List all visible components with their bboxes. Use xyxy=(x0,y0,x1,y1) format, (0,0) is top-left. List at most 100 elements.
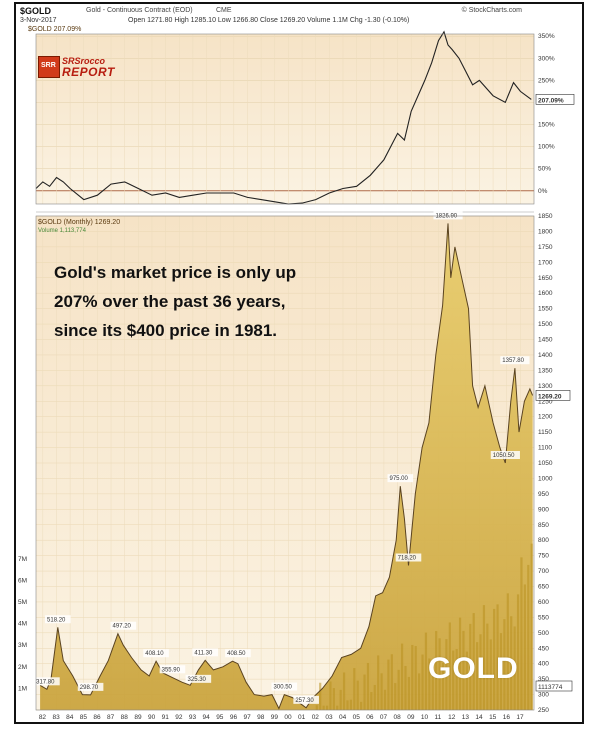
volume-bar xyxy=(489,639,492,710)
volume-bar xyxy=(349,699,353,710)
volume-bar xyxy=(530,543,533,710)
main-legend-volume: Volume 1,113,774 xyxy=(38,228,87,234)
x-tick-label: 91 xyxy=(162,714,170,721)
main-last-value-label: 1269.20 xyxy=(538,393,562,400)
volume-bar xyxy=(377,655,380,710)
volume-bar xyxy=(356,680,359,710)
volume-bar xyxy=(523,584,526,710)
price-annotation-box xyxy=(500,356,530,365)
volume-bar xyxy=(342,672,346,710)
volume-bar xyxy=(346,700,349,710)
price-annotation-label: 325.30 xyxy=(188,677,207,683)
volume-bar xyxy=(394,683,397,710)
volume-bar xyxy=(322,705,325,710)
x-tick-label: 90 xyxy=(148,714,156,721)
x-tick-label: 94 xyxy=(203,714,211,721)
price-annotation-label: 300.50 xyxy=(274,685,293,691)
volume-bar xyxy=(462,630,465,710)
x-tick-label: 99 xyxy=(271,714,279,721)
main-y-tick-label: 500 xyxy=(538,630,549,637)
volume-bar xyxy=(332,688,335,710)
x-tick-label: 02 xyxy=(312,714,320,721)
chart-subtitle: Gold - Continuous Contract (EOD) xyxy=(86,7,193,14)
price-annotation-box xyxy=(34,677,60,686)
chart-date: 3-Nov-2017 xyxy=(20,17,57,24)
volume-bar xyxy=(319,682,322,710)
volume-bar xyxy=(479,634,482,710)
price-annotation-box xyxy=(159,665,186,674)
price-annotation-label: 1357.80 xyxy=(502,358,524,364)
chart-title: $GOLD xyxy=(20,6,52,16)
volume-bar xyxy=(516,594,520,710)
volume-bar xyxy=(400,643,404,710)
main-y-tick-label: 1250 xyxy=(538,398,553,405)
x-tick-label: 09 xyxy=(407,714,415,721)
main-y-tick-label: 450 xyxy=(538,645,549,652)
volume-bar xyxy=(503,619,506,710)
x-tick-label: 92 xyxy=(175,714,183,721)
volume-bar xyxy=(360,701,363,710)
volume-bar xyxy=(527,564,530,710)
main-y-tick-label: 650 xyxy=(538,584,549,591)
main-y-tick-label: 1400 xyxy=(538,352,553,359)
price-area-fill xyxy=(40,223,533,710)
top-y-tick-label: 350% xyxy=(538,33,555,40)
top-last-value-tag xyxy=(535,94,575,105)
main-y-tick-label: 400 xyxy=(538,661,549,668)
volume-bar xyxy=(380,673,383,710)
main-legend-price: $GOLD (Monthly) 1269.20 xyxy=(38,219,120,226)
price-annotation-box xyxy=(293,695,319,704)
x-tick-label: 12 xyxy=(448,714,456,721)
volume-bar xyxy=(414,646,417,710)
volume-bar xyxy=(336,705,339,710)
top-last-value-label: 207.09% xyxy=(538,97,564,104)
chart-provider: © StockCharts.com xyxy=(461,7,522,14)
volume-bar xyxy=(520,557,523,710)
volume-y-tick-label: 3M xyxy=(18,642,27,649)
x-tick-label: 08 xyxy=(394,714,402,721)
price-annotation-box xyxy=(225,649,251,658)
x-tick-label: 98 xyxy=(257,714,265,721)
price-annotation-box xyxy=(143,649,169,658)
volume-bar xyxy=(407,676,410,710)
x-tick-label: 00 xyxy=(284,714,292,721)
volume-bar xyxy=(469,623,472,710)
main-y-tick-label: 550 xyxy=(538,614,549,621)
volume-bar xyxy=(486,623,489,710)
price-annotation-label: 317.80 xyxy=(36,679,55,685)
volume-bar xyxy=(383,689,387,710)
volume-bar xyxy=(363,674,366,710)
price-annotation-label: 497.20 xyxy=(113,624,132,630)
volume-bar xyxy=(476,642,479,710)
volume-last-value-label: 1113774 xyxy=(538,684,563,691)
x-tick-label: 11 xyxy=(434,714,441,721)
volume-bar xyxy=(404,665,407,710)
volume-bar xyxy=(339,689,342,710)
volume-bar xyxy=(325,705,329,710)
top-y-tick-label: 150% xyxy=(538,122,555,129)
x-tick-label: 17 xyxy=(516,714,524,721)
price-annotation-label: 408.10 xyxy=(145,651,164,657)
top-panel-border xyxy=(35,33,535,205)
logo-badge-icon: SRR xyxy=(38,56,60,78)
chart-annotation: Gold's market price is only up 207% over… xyxy=(54,258,354,345)
main-y-tick-label: 1050 xyxy=(538,460,553,467)
x-tick-label: 82 xyxy=(39,714,47,721)
main-y-tick-label: 850 xyxy=(538,522,549,529)
price-annotation-box xyxy=(395,553,422,562)
volume-bar xyxy=(452,650,455,710)
x-tick-label: 97 xyxy=(243,714,251,721)
top-panel-legend: $GOLD 207.09% xyxy=(28,26,82,33)
x-tick-label: 15 xyxy=(489,714,497,721)
volume-bar xyxy=(387,659,390,710)
main-y-tick-label: 1300 xyxy=(538,383,553,390)
price-annotation-box xyxy=(387,474,414,483)
main-y-tick-label: 250 xyxy=(538,707,549,714)
x-tick-label: 86 xyxy=(93,714,101,721)
main-y-tick-label: 1200 xyxy=(538,414,553,421)
top-panel-series-line xyxy=(35,30,532,205)
x-tick-label: 89 xyxy=(134,714,142,721)
volume-bar xyxy=(397,669,400,710)
main-y-tick-label: 350 xyxy=(538,676,549,683)
main-y-tick-label: 1150 xyxy=(538,429,552,436)
